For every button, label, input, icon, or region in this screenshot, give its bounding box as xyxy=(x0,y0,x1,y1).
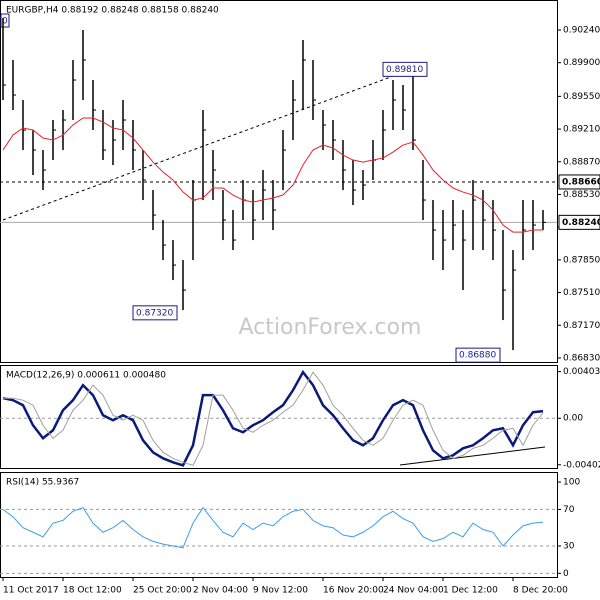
annotation-box xyxy=(455,347,501,363)
y-tick-label: 0.89210 xyxy=(563,125,600,135)
y-tick-label: 0.87170 xyxy=(563,321,600,331)
annotation-label: 0.86880 xyxy=(459,351,496,361)
y-tick-label: 70 xyxy=(563,505,575,515)
x-tick-label: 11 Oct 2017 xyxy=(3,586,59,596)
series-line xyxy=(3,371,544,466)
trend-line xyxy=(2,67,416,221)
y-tick-label: -0.004021 xyxy=(563,460,600,470)
y-tick-label: 0.89550 xyxy=(563,92,600,102)
y-tick-label: 0.89900 xyxy=(563,58,600,68)
corner-label: 0 xyxy=(2,17,8,27)
x-tick-label: 18 Oct 12:00 xyxy=(63,586,122,596)
x-tick-label: 1 Dec 12:00 xyxy=(443,586,498,596)
x-tick-label: 2 Nov 04:00 xyxy=(193,586,248,596)
x-tick-label: 25 Oct 20:00 xyxy=(133,586,192,596)
series-line xyxy=(2,506,544,549)
x-tick-label: 8 Dec 20:00 xyxy=(513,586,568,596)
level-label: 0.88660 xyxy=(562,177,600,187)
y-tick-label: 30 xyxy=(563,541,575,551)
y-tick-label: 0.87510 xyxy=(563,288,600,298)
x-tick-label: 24 Nov 04:00 xyxy=(383,586,444,596)
annotation-label: 0.89810 xyxy=(386,65,423,75)
panel-title: EURGBP,H4 0.88192 0.88248 0.88158 0.8824… xyxy=(6,6,219,16)
divergence-line xyxy=(399,446,546,466)
y-tick-label: 100 xyxy=(563,478,580,488)
y-tick-label: 0.87850 xyxy=(563,255,600,265)
y-tick-label: 0.88530 xyxy=(563,190,600,200)
level-label: 0.88240 xyxy=(562,218,600,228)
annotation-box xyxy=(132,305,178,321)
annotation-box xyxy=(382,61,428,77)
panel-frame xyxy=(0,365,558,469)
watermark: ActionForex.com xyxy=(239,315,422,340)
level-box xyxy=(558,214,600,230)
y-tick-label: 0.90240 xyxy=(563,26,600,36)
y-tick-label: 0.00 xyxy=(563,414,583,424)
series-line xyxy=(2,117,543,233)
panel-title: MACD(12,26,9) 0.000611 0.000480 xyxy=(6,371,166,381)
y-tick-label: 0.88870 xyxy=(563,157,600,167)
level-box xyxy=(558,174,600,190)
y-tick-label: 0.00403 xyxy=(563,367,600,377)
y-tick-label: 0 xyxy=(563,569,569,579)
panel-frame xyxy=(0,472,558,578)
annotation-label: 0.87320 xyxy=(136,308,173,318)
y-tick-label: 0.86830 xyxy=(563,353,600,363)
panel-title: RSI(14) 55.9367 xyxy=(6,478,79,488)
corner-box xyxy=(0,13,10,28)
x-tick-label: 16 Nov 20:00 xyxy=(323,586,384,596)
series-line xyxy=(2,369,544,467)
x-tick-label: 9 Nov 12:00 xyxy=(253,586,308,596)
